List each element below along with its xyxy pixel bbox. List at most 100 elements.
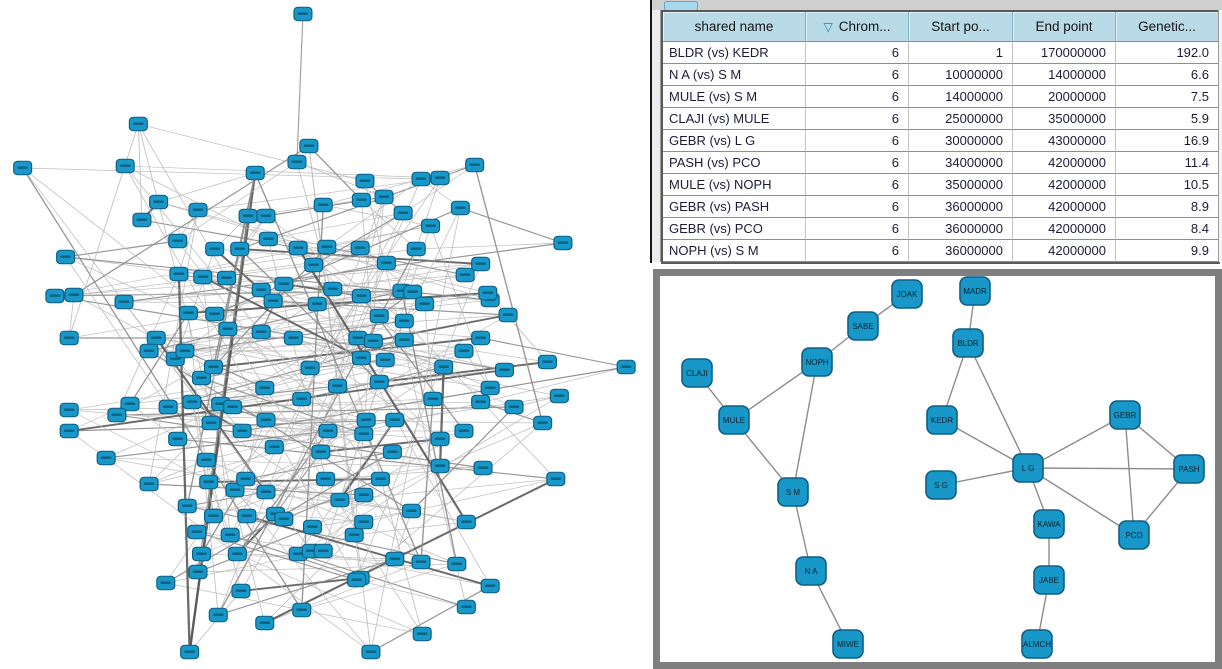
network-node[interactable] — [347, 572, 367, 588]
table-row[interactable]: N A (vs) S M 6 10000000 14000000 6.6 — [663, 64, 1219, 86]
table-cell[interactable]: 6 — [806, 42, 909, 64]
network-node[interactable] — [354, 487, 374, 503]
subnetwork-node-KAWA[interactable]: KAWA — [1033, 509, 1065, 539]
table-cell[interactable]: MULE (vs) S M — [663, 86, 806, 108]
network-node[interactable] — [168, 431, 188, 447]
network-node[interactable] — [274, 511, 294, 527]
network-node[interactable] — [158, 399, 178, 415]
network-node[interactable] — [169, 266, 189, 282]
network-node[interactable] — [355, 173, 375, 189]
table-cell[interactable]: 10000000 — [909, 64, 1013, 86]
network-node[interactable] — [201, 415, 221, 431]
table-cell[interactable]: 35000000 — [909, 174, 1013, 196]
table-row[interactable]: NOPH (vs) S M 6 36000000 42000000 9.9 — [663, 240, 1219, 262]
column-header-end-point[interactable]: End point — [1013, 12, 1116, 42]
network-node[interactable] — [288, 240, 308, 256]
network-node[interactable] — [351, 350, 371, 366]
network-node[interactable] — [471, 394, 491, 410]
network-node[interactable] — [231, 583, 251, 599]
table-cell[interactable]: 6 — [806, 108, 909, 130]
table-cell[interactable]: 42000000 — [1013, 196, 1116, 218]
network-node[interactable] — [480, 578, 500, 594]
network-node[interactable] — [256, 208, 276, 224]
network-node[interactable] — [454, 423, 474, 439]
table-cell[interactable]: BLDR (vs) KEDR — [663, 42, 806, 64]
network-node[interactable] — [533, 415, 553, 431]
network-node[interactable] — [307, 296, 327, 312]
network-node[interactable] — [114, 294, 134, 310]
network-node[interactable] — [318, 423, 338, 439]
network-node[interactable] — [45, 288, 65, 304]
table-cell[interactable]: GEBR (vs) PCO — [663, 218, 806, 240]
network-node[interactable] — [238, 208, 258, 224]
network-node[interactable] — [363, 333, 383, 349]
column-header-chrom---[interactable]: ▽ Chrom... — [806, 12, 909, 42]
network-node[interactable] — [317, 239, 337, 255]
table-row[interactable]: MULE (vs) S M 6 14000000 20000000 7.5 — [663, 86, 1219, 108]
network-node[interactable] — [430, 458, 450, 474]
network-node[interactable] — [232, 423, 252, 439]
network-node[interactable] — [498, 307, 518, 323]
network-node[interactable] — [354, 514, 374, 530]
subnetwork-node-JOAK[interactable]: JOAK — [891, 279, 923, 309]
subnetwork-node-SM[interactable]: S M — [777, 477, 809, 507]
network-node[interactable] — [245, 165, 265, 181]
network-node[interactable] — [471, 330, 491, 346]
network-node[interactable] — [223, 399, 243, 415]
network-node[interactable] — [168, 233, 188, 249]
network-node[interactable] — [385, 412, 405, 428]
network-node[interactable] — [546, 471, 566, 487]
table-cell[interactable]: 16.9 — [1116, 130, 1219, 152]
table-cell[interactable]: GEBR (vs) PASH — [663, 196, 806, 218]
table-cell[interactable]: 6 — [806, 86, 909, 108]
network-node[interactable] — [361, 644, 381, 660]
subnetwork-node-CLAJI[interactable]: CLAJI — [681, 358, 713, 388]
network-node[interactable] — [411, 171, 431, 187]
table-cell[interactable]: 6 — [806, 196, 909, 218]
network-node[interactable] — [264, 439, 284, 455]
network-node[interactable] — [447, 556, 467, 572]
network-node[interactable] — [369, 374, 389, 390]
network-node[interactable] — [192, 370, 212, 386]
table-cell[interactable]: 6 — [806, 64, 909, 86]
network-node[interactable] — [293, 6, 313, 22]
network-node[interactable] — [480, 380, 500, 396]
table-vertical-scrollbar[interactable] — [652, 10, 661, 262]
network-node[interactable] — [188, 202, 208, 218]
network-node[interactable] — [225, 482, 245, 498]
table-cell[interactable]: NOPH (vs) S M — [663, 240, 806, 262]
table-cell[interactable]: 36000000 — [909, 196, 1013, 218]
network-node[interactable] — [205, 306, 225, 322]
network-node[interactable] — [430, 431, 450, 447]
network-node[interactable] — [313, 543, 333, 559]
network-node[interactable] — [251, 324, 271, 340]
network-node[interactable] — [188, 564, 208, 580]
network-node[interactable] — [177, 498, 197, 514]
table-cell[interactable]: MULE (vs) NOPH — [663, 174, 806, 196]
subnetwork-node-LG[interactable]: L G — [1012, 453, 1044, 483]
network-node[interactable] — [330, 492, 350, 508]
table-cell[interactable]: 170000000 — [1013, 42, 1116, 64]
table-cell[interactable]: N A (vs) S M — [663, 64, 806, 86]
network-node[interactable] — [256, 412, 276, 428]
subnetwork-node-PASH[interactable]: PASH — [1173, 454, 1205, 484]
network-node[interactable] — [376, 255, 396, 271]
network-node[interactable] — [132, 212, 152, 228]
table-cell[interactable]: 6 — [806, 174, 909, 196]
network-node[interactable] — [203, 359, 224, 375]
network-node[interactable] — [283, 330, 303, 346]
table-cell[interactable]: 6 — [806, 240, 909, 262]
network-node[interactable] — [115, 158, 135, 174]
table-cell[interactable]: 35000000 — [1013, 108, 1116, 130]
network-node[interactable] — [456, 514, 476, 530]
table-cell[interactable]: 5.9 — [1116, 108, 1219, 130]
table-cell[interactable]: 6 — [806, 130, 909, 152]
network-node[interactable] — [107, 407, 127, 423]
network-node[interactable] — [374, 189, 394, 205]
table-cell[interactable]: 42000000 — [1013, 218, 1116, 240]
network-node[interactable] — [401, 503, 422, 519]
network-node[interactable] — [473, 460, 493, 476]
table-cell[interactable]: 42000000 — [1013, 240, 1116, 262]
network-node[interactable] — [251, 282, 271, 298]
network-node[interactable] — [350, 240, 370, 256]
